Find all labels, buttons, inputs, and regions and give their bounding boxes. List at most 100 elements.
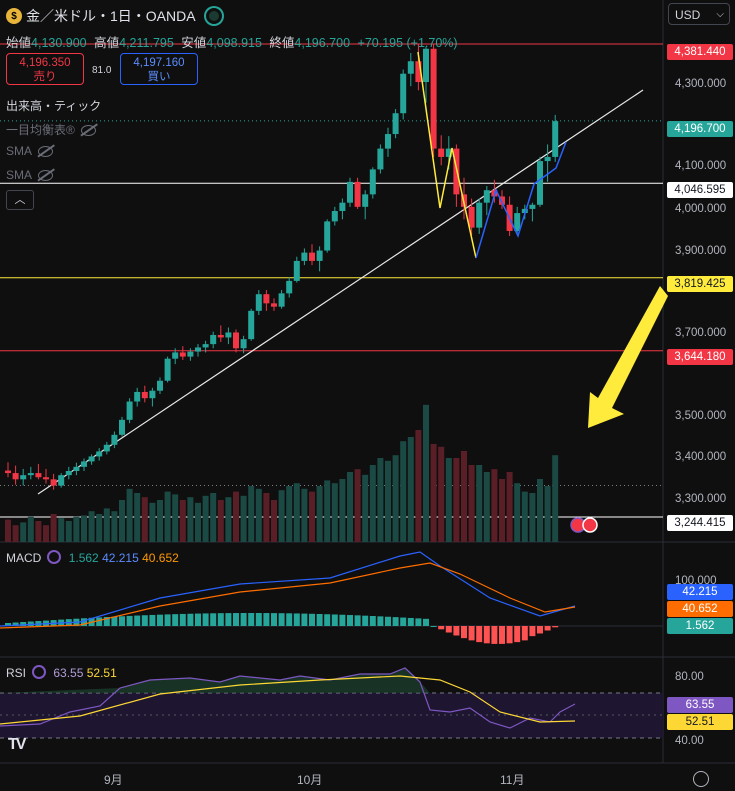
- price-tick: 4,000.000: [675, 203, 727, 215]
- currency-select[interactable]: USD ⌵: [668, 3, 730, 25]
- candle-body: [27, 473, 34, 476]
- macd-hist-bar: [331, 614, 338, 626]
- price-label-4381: 4,381.440: [667, 44, 733, 60]
- macd-hist-bar: [362, 615, 369, 626]
- hidden-eye-icon[interactable]: [38, 170, 54, 182]
- rsi-label: RSI: [6, 666, 27, 680]
- rsi-overbought-fill: [0, 668, 430, 693]
- indicator-volume[interactable]: 出来高・ティック: [6, 99, 102, 113]
- chart-settings-icon[interactable]: [693, 771, 709, 787]
- volume-bar: [514, 483, 521, 542]
- candle-body: [43, 477, 49, 480]
- rsi-legend[interactable]: RSI 63.55 52.51: [6, 665, 117, 680]
- spread-value: 81.0: [92, 65, 112, 76]
- macd-line-value: 42.215: [102, 551, 139, 565]
- hidden-eye-icon[interactable]: [80, 125, 96, 137]
- macd-hist-bar: [392, 617, 399, 626]
- time-label-sep: 9月: [104, 773, 123, 787]
- candle-body: [309, 252, 315, 261]
- price-label-3644: 3,644.180: [667, 349, 733, 365]
- volume-bar: [248, 486, 255, 542]
- macd-legend[interactable]: MACD 1.562 42.215 40.652: [6, 550, 179, 565]
- low-label: 安値: [181, 36, 207, 50]
- candle-body: [514, 213, 521, 231]
- volume-bar: [210, 493, 217, 542]
- candle-body: [385, 134, 391, 149]
- candle-body: [354, 181, 361, 207]
- candle-body: [58, 475, 65, 486]
- buy-button[interactable]: 4,197.160 買い: [120, 53, 198, 85]
- macd-hist-bar: [286, 613, 293, 626]
- hidden-eye-icon[interactable]: [38, 146, 54, 158]
- macd-hist-bar: [316, 614, 323, 626]
- macd-hist-bar: [529, 626, 536, 637]
- high-label: 高値: [94, 36, 120, 50]
- macd-hist-bar: [324, 614, 331, 626]
- volume-bar: [316, 486, 323, 542]
- yellow-pattern-line: [417, 51, 477, 259]
- macd-hist-bar: [385, 616, 391, 626]
- macd-hist-bar: [187, 613, 194, 626]
- candle-body: [233, 332, 239, 349]
- price-label-4046: 4,046.595: [667, 182, 733, 198]
- rsi-value: 63.55: [53, 666, 84, 680]
- rsi-ma-value: 52.51: [86, 666, 117, 680]
- symbol-title[interactable]: 金／米ドル・1日・OANDA: [26, 8, 196, 24]
- volume-bar: [96, 514, 103, 542]
- volume-bar: [103, 508, 110, 542]
- macd-hist-bar: [12, 622, 19, 626]
- rsi-value-label: 63.55: [667, 697, 733, 713]
- volume-bar: [400, 441, 407, 542]
- macd-hist-bar: [491, 626, 498, 644]
- price-label-3244: 3,244.415: [667, 515, 733, 531]
- volume-bar: [240, 495, 247, 542]
- macd-hist-bar: [506, 626, 513, 644]
- volume-bar: [65, 521, 72, 542]
- event-flag-icon: [582, 517, 598, 533]
- volume-bar: [537, 479, 543, 542]
- rsi-ma-label: 52.51: [667, 714, 733, 730]
- volume-bar: [278, 490, 285, 542]
- candle-body: [316, 250, 323, 261]
- candle-body: [255, 294, 262, 311]
- volume-bar: [164, 491, 171, 542]
- indicator-sma-2[interactable]: SMA: [6, 168, 54, 182]
- rsi-line: [0, 667, 576, 729]
- candle-body: [468, 206, 475, 228]
- tradingview-logo-icon[interactable]: TV: [8, 736, 27, 753]
- indicator-sma-1[interactable]: SMA: [6, 144, 54, 158]
- macd-hist-bar: [96, 617, 103, 626]
- indicator-ichimoku[interactable]: 一目均衡表®: [6, 121, 96, 138]
- collapse-legend-button[interactable]: ︿: [6, 190, 34, 210]
- candle-body: [438, 148, 445, 157]
- volume-bar: [50, 514, 57, 542]
- candle-body: [301, 252, 308, 261]
- low-value: 4,098.915: [206, 36, 262, 50]
- volume-bar: [392, 455, 399, 542]
- volume-bar: [286, 486, 293, 542]
- candle-body: [96, 451, 103, 457]
- sell-button[interactable]: 4,196.350 売り: [6, 53, 84, 85]
- price-tick: 4,100.000: [675, 160, 727, 172]
- macd-hist-bar: [407, 617, 414, 626]
- candle-body: [225, 332, 232, 338]
- blue-pattern-line: [533, 141, 567, 185]
- candle-body: [423, 48, 429, 83]
- candle-body: [521, 208, 528, 214]
- volume-bar: [134, 493, 141, 542]
- macd-hist-bar: [119, 616, 125, 626]
- macd-hist-bar: [347, 615, 353, 626]
- volume-bar: [81, 515, 87, 542]
- candle-body: [476, 202, 483, 228]
- candle-body: [362, 194, 369, 207]
- rsi-ma-line: [0, 675, 576, 725]
- close-value: 4,196.700: [294, 36, 351, 50]
- settings-icon[interactable]: [32, 665, 47, 679]
- settings-icon[interactable]: [47, 550, 62, 564]
- change-value: +70.195 (+1.70%): [357, 36, 458, 50]
- macd-hist-bar: [202, 613, 209, 626]
- high-value: 4,211.795: [119, 36, 174, 50]
- macd-hist-bar: [225, 613, 232, 626]
- candle-body: [35, 473, 42, 478]
